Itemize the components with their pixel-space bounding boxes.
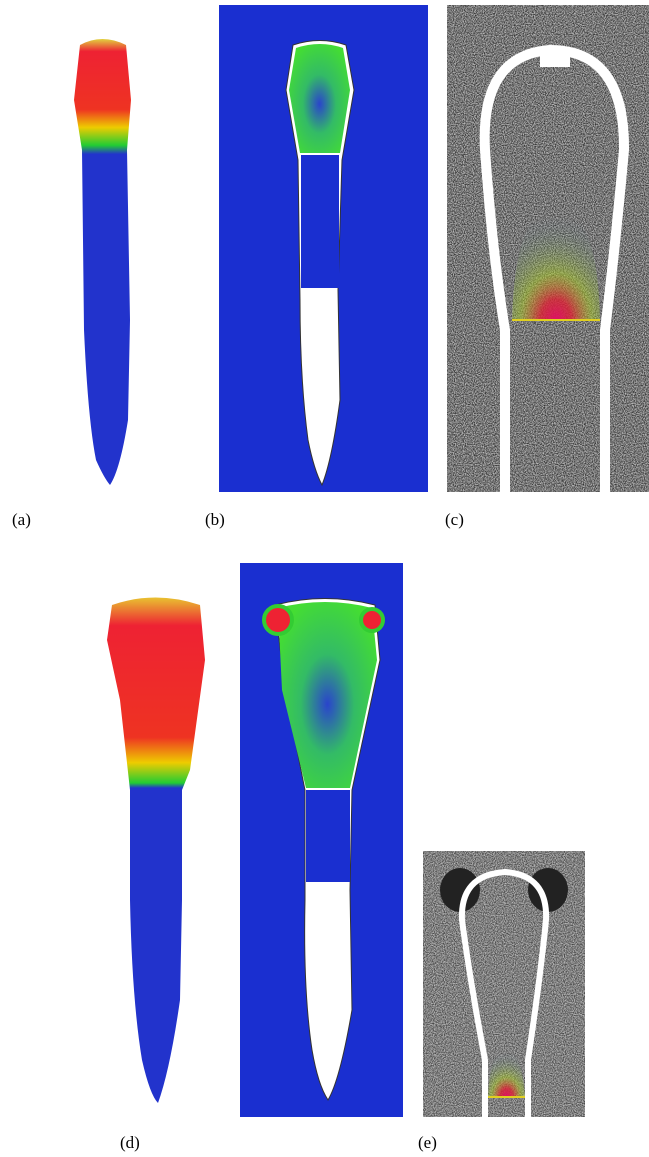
panel-label: (a) [12, 510, 31, 529]
panel-label: (e) [418, 1133, 437, 1152]
panel-b [219, 5, 428, 492]
panel-label: (c) [445, 510, 464, 529]
projectile [74, 39, 131, 485]
panel-a [74, 39, 131, 485]
panel-c [447, 5, 649, 492]
rod [306, 790, 350, 882]
panel-e [240, 563, 403, 1117]
panel-label: (d) [120, 1133, 140, 1152]
head [289, 44, 350, 153]
rod [301, 155, 339, 288]
tip [540, 55, 570, 67]
projectile [107, 598, 205, 1104]
panel-d [107, 598, 205, 1104]
figure: (a) (b) (c) (d) (e) [0, 0, 649, 1157]
panel-e-image [423, 851, 585, 1117]
ejecta [361, 609, 383, 631]
panel-label: (b) [205, 510, 225, 529]
ejecta [264, 606, 292, 634]
